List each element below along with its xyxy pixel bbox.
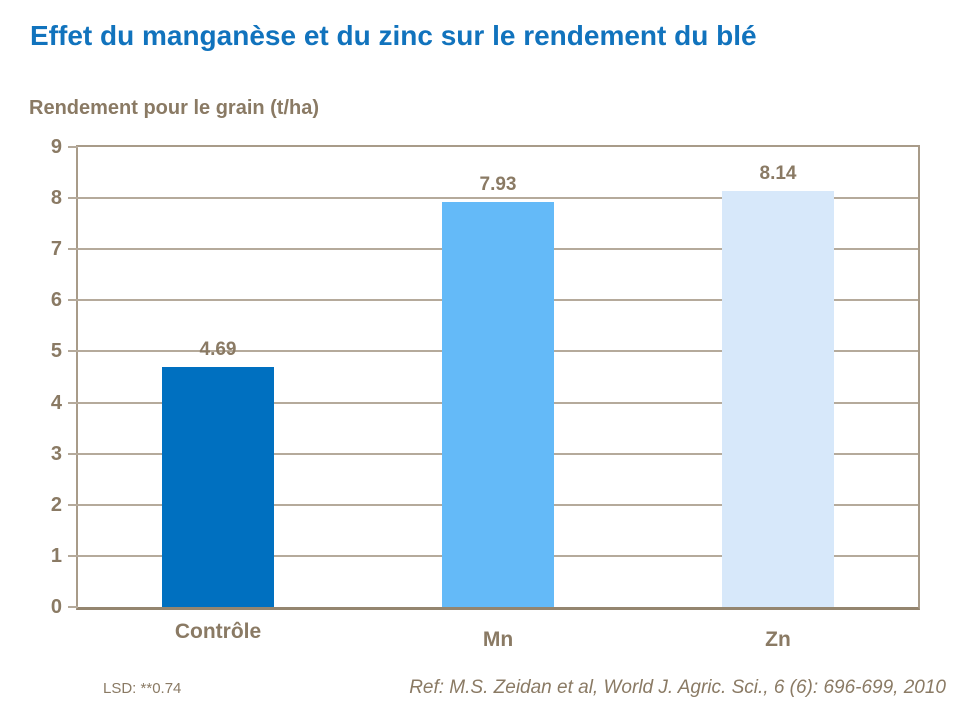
bar-value-label: 7.93	[479, 173, 517, 195]
y-tick-label-9: 9	[50, 136, 62, 158]
y-axis-title: Rendement pour le grain (t/ha)	[29, 97, 320, 119]
bar-contrôle	[162, 367, 274, 607]
x-category-label-mn: Mn	[482, 628, 514, 651]
y-tick-label-5: 5	[50, 340, 62, 363]
y-tick-mark-7	[68, 248, 78, 251]
y-tick-mark-4	[68, 401, 78, 404]
bar-zn	[722, 190, 834, 607]
y-tick-label-7: 7	[50, 238, 62, 261]
x-category-label-contrôle: Contrôle	[174, 620, 262, 643]
bar-value-label: 8.14	[759, 162, 797, 184]
bar-mn	[442, 201, 554, 607]
y-tick-label-8: 8	[50, 187, 62, 210]
plot-area: 4.69 7.93 8.14	[76, 145, 920, 610]
gridline-8	[78, 197, 918, 200]
y-tick-mark-0	[68, 606, 78, 608]
y-tick-label-3: 3	[50, 442, 62, 465]
y-tick-label-4: 4	[50, 391, 62, 414]
y-tick-label-1: 1	[50, 544, 62, 567]
reference-note: Ref: M.S. Zeidan et al, World J. Agric. …	[409, 677, 946, 698]
lsd-note: LSD: **0.74	[103, 680, 182, 697]
y-tick-label-6: 6	[50, 289, 62, 312]
y-tick-label-0: 0	[50, 596, 62, 618]
y-tick-mark-9	[68, 146, 78, 148]
y-tick-label-2: 2	[50, 493, 62, 516]
y-tick-mark-2	[68, 503, 78, 506]
y-tick-mark-3	[68, 452, 78, 455]
chart-title: Effet du manganèse et du zinc sur le ren…	[30, 20, 757, 51]
y-tick-mark-6	[68, 299, 78, 302]
y-tick-mark-8	[68, 197, 78, 200]
x-category-label-zn: Zn	[765, 628, 791, 651]
y-tick-mark-5	[68, 350, 78, 353]
y-tick-mark-1	[68, 554, 78, 557]
bar-value-label: 4.69	[199, 339, 237, 361]
